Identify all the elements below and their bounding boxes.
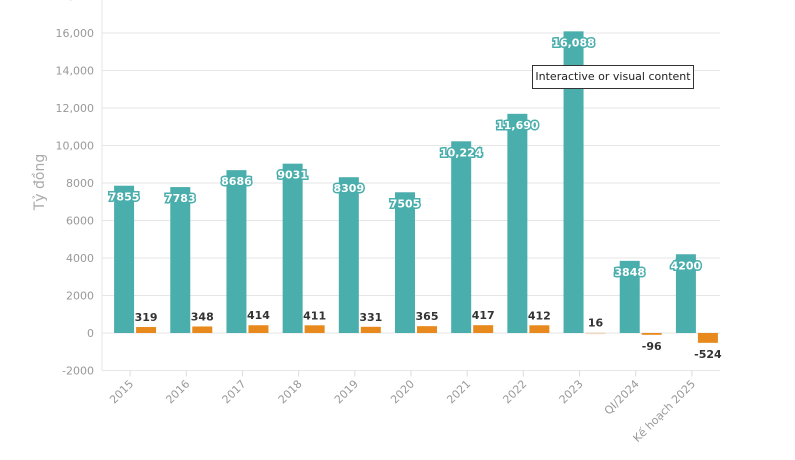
y-tick-label: 18,000 — [56, 0, 95, 3]
profit-bar — [697, 333, 718, 343]
revenue-label: 8686 — [221, 175, 252, 188]
profit-label: 414 — [247, 309, 270, 322]
x-tick-label: 2020 — [388, 377, 417, 406]
revenue-bar — [170, 187, 191, 333]
revenue-bar — [338, 177, 359, 333]
x-tick-label: 2016 — [163, 377, 192, 406]
revenue-label: 10,224 — [440, 146, 483, 159]
revenue-bar — [226, 170, 247, 333]
profit-label: 417 — [472, 309, 495, 322]
revenue-bar — [563, 31, 584, 333]
revenue-bar — [114, 185, 135, 333]
revenue-label: 16,088 — [552, 36, 594, 49]
x-tick-label: 2022 — [500, 377, 529, 406]
y-tick-label: 0 — [87, 327, 94, 340]
profit-bar — [248, 325, 269, 333]
revenue-bar — [395, 192, 415, 333]
revenue-label: 4200 — [671, 259, 702, 272]
revenue-bar — [282, 163, 303, 333]
profit-label: 348 — [191, 310, 214, 323]
revenue-bar — [507, 113, 528, 333]
profit-label: 411 — [303, 309, 326, 322]
profit-label: 16 — [588, 317, 604, 330]
profit-bar — [417, 326, 437, 333]
y-tick-label: 4000 — [66, 252, 94, 265]
revenue-label: 7855 — [109, 191, 140, 204]
revenue-label: 3848 — [614, 266, 645, 279]
profit-label: 319 — [135, 311, 158, 324]
y-tick-label: 8000 — [66, 177, 94, 190]
profit-bar — [192, 326, 213, 333]
profit-label: -96 — [642, 340, 662, 353]
profit-bar — [641, 333, 662, 335]
y-tick-label: 2000 — [66, 290, 94, 303]
y-tick-label: 16,000 — [56, 27, 95, 40]
y-tick-label: 6000 — [66, 215, 94, 228]
revenue-bar — [451, 141, 472, 333]
profit-label: 365 — [416, 310, 439, 323]
revenue-label: 11,690 — [496, 119, 539, 132]
profit-label: 412 — [528, 309, 551, 322]
x-tick-label: 2018 — [276, 377, 305, 406]
profit-label: 331 — [359, 311, 382, 324]
y-tick-label: 12,000 — [56, 102, 95, 115]
profit-bar — [136, 327, 157, 333]
x-tick-label: 2015 — [107, 377, 136, 406]
revenue-label: 9031 — [277, 169, 308, 182]
revenue-label: 7505 — [390, 197, 421, 210]
profit-bar — [360, 326, 381, 333]
y-tick-label: 14,000 — [56, 65, 95, 78]
profit-bar — [473, 325, 494, 333]
x-tick-label: QI/2024 — [602, 377, 642, 417]
x-tick-label: 2017 — [220, 377, 249, 406]
y-tick-label: 10,000 — [56, 140, 95, 153]
profit-bar — [529, 325, 550, 333]
x-tick-label: 2021 — [444, 377, 473, 406]
revenue-label: 8309 — [334, 182, 365, 195]
y-axis-title: Tỷ đồng — [31, 154, 48, 212]
x-tick-label: 2019 — [332, 377, 361, 406]
x-tick-label: 2023 — [557, 377, 586, 406]
y-tick-label: -2000 — [62, 365, 94, 378]
revenue-bar — [675, 254, 696, 333]
profit-label: -524 — [694, 348, 722, 361]
profit-bar — [304, 325, 325, 333]
revenue-bar — [619, 260, 640, 333]
profit-bar — [585, 332, 606, 335]
revenue-label: 7783 — [165, 192, 196, 205]
tooltip: Interactive or visual content — [532, 65, 694, 89]
